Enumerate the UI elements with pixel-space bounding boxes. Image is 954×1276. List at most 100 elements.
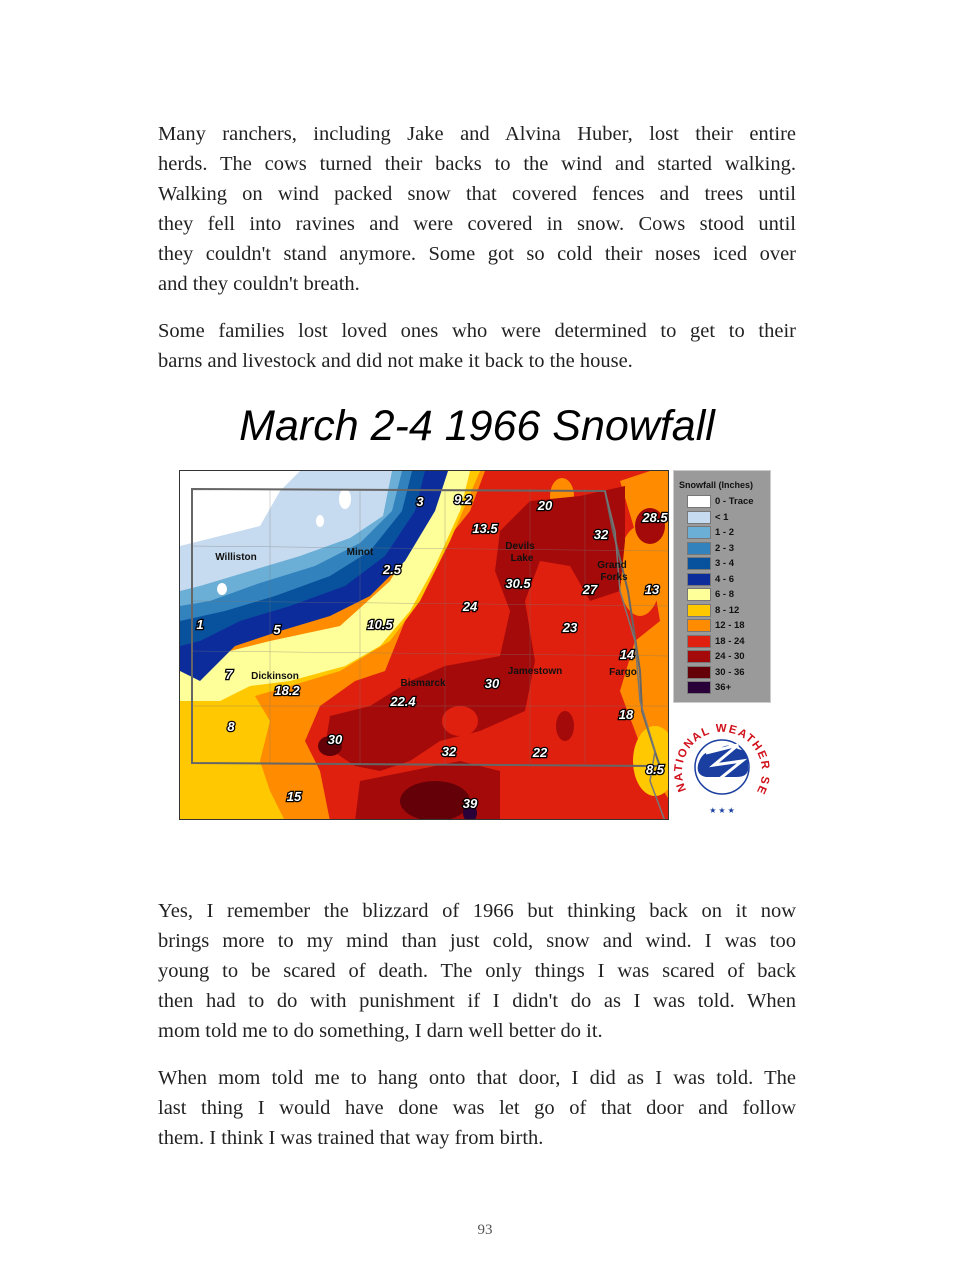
city-label: Grand	[597, 560, 626, 571]
snow-amount: 23	[562, 620, 578, 635]
legend-swatch	[687, 665, 711, 679]
page-number: 93	[477, 1222, 493, 1238]
legend-label: 1 - 2	[715, 527, 735, 539]
legend-item: 0 - Trace	[687, 494, 770, 510]
legend-label: 6 - 8	[715, 589, 735, 601]
legend-swatch	[687, 588, 711, 602]
legend-swatch	[687, 510, 711, 524]
text-line: Yes, I remember the blizzard of 1966 but…	[158, 900, 796, 922]
snowfall-map: Williston Minot Devils Lake Grand Forks …	[179, 470, 669, 820]
paragraph-ranchers: Many ranchers, including Jake and Alvina…	[158, 119, 796, 299]
legend-label: < 1	[715, 511, 729, 523]
text-line: mom told me to do something, I darn well…	[158, 1020, 603, 1042]
legend-label: 3 - 4	[715, 558, 735, 570]
snow-amount: 30	[485, 676, 500, 691]
nws-logo: NATIONAL WEATHER SERVICE ★ ★ ★	[663, 704, 776, 817]
snow-amount: 20	[537, 498, 553, 513]
snow-amount: 30	[328, 732, 343, 747]
legend-title: Snowfall (Inches)	[679, 480, 754, 490]
snow-amount: 28.5	[641, 510, 668, 525]
snow-amount: 24	[462, 599, 478, 614]
legend-label: 8 - 12	[715, 604, 740, 616]
legend-swatch	[687, 681, 711, 695]
legend-label: 12 - 18	[715, 620, 745, 632]
city-label: Dickinson	[251, 671, 299, 682]
snow-amount: 27	[582, 582, 598, 597]
text-line: they couldn't stand anymore. Some got so…	[158, 243, 796, 265]
legend-item: 24 - 30	[687, 649, 770, 665]
legend-item: 4 - 6	[687, 572, 770, 588]
legend-item: 1 - 2	[687, 525, 770, 541]
snow-amount: 14	[620, 647, 635, 662]
legend-item: 30 - 36	[687, 665, 770, 681]
svg-text:★ ★ ★: ★ ★ ★	[709, 806, 735, 815]
legend-label: 2 - 3	[715, 542, 735, 554]
paragraph-door: When mom told me to hang onto that door,…	[158, 1063, 796, 1153]
snow-amount: 15	[287, 789, 302, 804]
legend-item: 6 - 8	[687, 587, 770, 603]
city-label: Lake	[511, 553, 534, 564]
text-line: young to be scared of death. The only th…	[158, 960, 796, 982]
snow-amount: 9.2	[454, 492, 473, 507]
snow-amount: 32	[442, 744, 457, 759]
city-label: Fargo	[609, 667, 637, 678]
legend-item: < 1	[687, 510, 770, 526]
snow-amount: 32	[594, 527, 609, 542]
city-label: Forks	[600, 572, 628, 583]
legend-swatch	[687, 541, 711, 555]
snow-amount: 18	[619, 707, 634, 722]
text-line: brings more to my mind than just cold, s…	[158, 930, 796, 952]
snow-amount: 3	[416, 494, 424, 509]
text-line: When mom told me to hang onto that door,…	[158, 1067, 796, 1089]
text-line: them. I think I was trained that way fro…	[158, 1127, 544, 1149]
city-label: Bismarck	[400, 678, 445, 689]
legend-item: 3 - 4	[687, 556, 770, 572]
city-label: Williston	[215, 552, 257, 563]
city-label: Jamestown	[508, 666, 562, 677]
legend-label: 36+	[715, 682, 732, 694]
legend-item: 2 - 3	[687, 541, 770, 557]
legend-item: 8 - 12	[687, 603, 770, 619]
text-line: last thing I would have done was let go …	[158, 1097, 796, 1119]
snow-amount: 13	[645, 582, 660, 597]
snow-amount: 8.5	[646, 762, 665, 777]
snow-amount: 22	[532, 745, 548, 760]
legend-item: 12 - 18	[687, 618, 770, 634]
snow-amount: 8	[227, 719, 235, 734]
legend-swatch	[687, 572, 711, 586]
text-line: and they couldn't breath.	[158, 273, 360, 295]
legend-item: 36+	[687, 680, 770, 696]
paragraph-remember: Yes, I remember the blizzard of 1966 but…	[158, 896, 796, 1046]
snow-amount: 22.4	[389, 694, 416, 709]
map-legend: Snowfall (Inches) 0 - Trace < 1 1 - 2 2 - 3…	[673, 470, 771, 703]
legend-swatch	[687, 619, 711, 633]
city-label: Devils	[505, 541, 535, 552]
text-line: Walking on wind packed snow that covered…	[158, 183, 796, 205]
snow-amount: 13.5	[472, 521, 498, 536]
text-line: Many ranchers, including Jake and Alvina…	[158, 123, 796, 145]
snow-amount: 18.2	[274, 683, 300, 698]
text-line: herds. The cows turned their backs to th…	[158, 153, 796, 175]
legend-item: 18 - 24	[687, 634, 770, 650]
legend-label: 30 - 36	[715, 666, 745, 678]
text-line: barns and livestock and did not make it …	[158, 350, 633, 372]
text-line: they fell into ravines and were covered …	[158, 213, 796, 235]
legend-swatch	[687, 495, 711, 509]
legend-label: 4 - 6	[715, 573, 735, 585]
text-line: then had to do with punishment if I didn…	[158, 990, 796, 1012]
text-line: Some families lost loved ones who were d…	[158, 320, 796, 342]
legend-swatch	[687, 634, 711, 648]
paragraph-families: Some families lost loved ones who were d…	[158, 316, 796, 376]
snow-amount: 10.5	[367, 617, 393, 632]
legend-label: 0 - Trace	[715, 496, 754, 508]
snow-amount: 7	[225, 667, 233, 682]
snow-amount: 5	[273, 622, 281, 637]
snow-amount: 30.5	[505, 576, 531, 591]
snow-amount: 2.5	[382, 562, 402, 577]
figure-title: March 2-4 1966 Snowfall	[239, 402, 715, 450]
legend-swatch	[687, 650, 711, 664]
legend-label: 24 - 30	[715, 651, 745, 663]
snow-amount: 39	[463, 796, 478, 811]
legend-label: 18 - 24	[715, 635, 745, 647]
snow-amount: 1	[196, 617, 203, 632]
